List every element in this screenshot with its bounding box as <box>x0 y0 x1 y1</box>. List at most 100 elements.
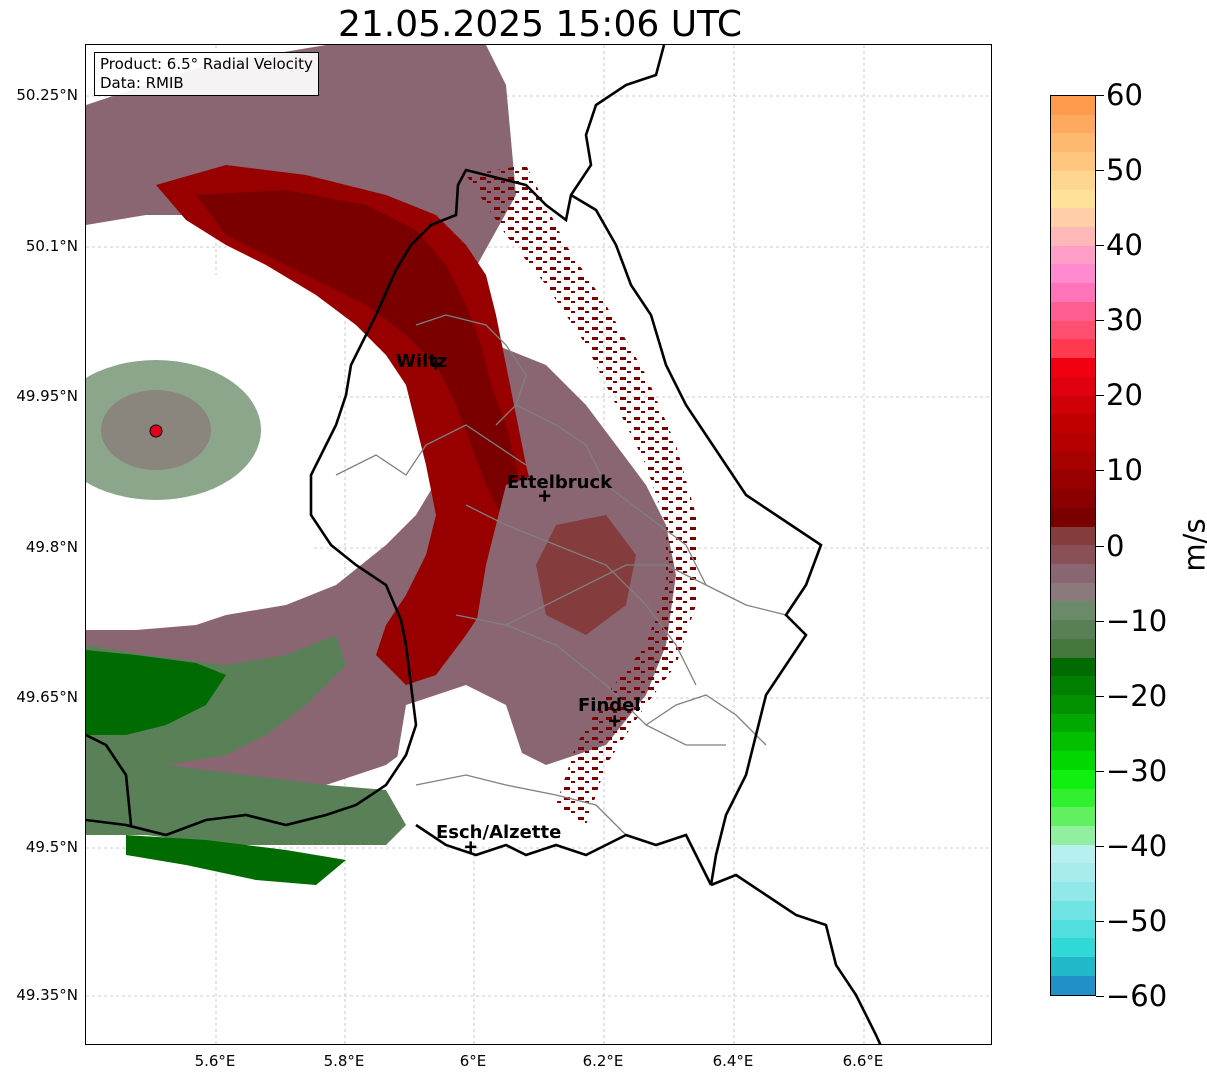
colorbar-tick <box>1096 320 1104 322</box>
colorbar-segment <box>1051 339 1095 359</box>
svg-text:+: + <box>538 486 551 505</box>
lon-label: 5.6°E <box>194 1052 236 1070</box>
colorbar-segment <box>1051 114 1095 134</box>
colorbar-segment <box>1051 545 1095 564</box>
city-markers: + Wiltz + Ettelbruck + Findel + Esch/Alz… <box>396 351 641 857</box>
colorbar-tick-label: 20 <box>1106 378 1143 413</box>
colorbar-tick <box>1096 395 1104 397</box>
colorbar-segment <box>1051 957 1095 976</box>
data-source-label: Data: RMIB <box>100 74 184 92</box>
colorbar-tick <box>1096 95 1104 96</box>
map-title: 21.05.2025 15:06 UTC <box>337 4 743 45</box>
colorbar-tick-label: −50 <box>1106 903 1168 938</box>
city-marker-wiltz: + Wiltz <box>396 351 447 374</box>
colorbar-segment <box>1051 227 1095 246</box>
colorbar-tick-label: 60 <box>1106 78 1143 112</box>
colorbar-segment <box>1051 470 1095 490</box>
colorbar-segment <box>1051 713 1095 733</box>
colorbar-unit-label: m/s <box>1177 518 1207 572</box>
velocity-field-shapes <box>86 45 696 885</box>
colorbar-tick-label: −40 <box>1106 828 1168 863</box>
lon-label: 6°E <box>459 1052 487 1070</box>
lat-label: 50.1°N <box>25 237 78 255</box>
colorbar-segment <box>1051 938 1095 958</box>
colorbar-segment <box>1051 882 1095 901</box>
radar-velocity-field: + Wiltz + Ettelbruck + Findel + Esch/Alz… <box>86 45 991 1044</box>
lat-label: 49.65°N <box>16 688 78 706</box>
colorbar-tick <box>1096 170 1104 172</box>
colorbar-segment <box>1051 526 1095 546</box>
colorbar-tick-label: −60 <box>1106 979 1168 1013</box>
colorbar-segment <box>1051 620 1095 639</box>
colorbar-segment <box>1051 563 1095 583</box>
colorbar-tick <box>1096 470 1104 472</box>
colorbar-segment <box>1051 432 1095 452</box>
colorbar-tick-label: −30 <box>1106 753 1168 788</box>
colorbar-segment <box>1051 695 1095 714</box>
city-marker-ettelbruck: + Ettelbruck <box>507 472 613 506</box>
city-label-wiltz: Wiltz <box>396 351 447 372</box>
colorbar-tick-label: 10 <box>1106 453 1143 488</box>
colorbar-segment <box>1051 676 1095 695</box>
colorbar-segment <box>1051 264 1095 284</box>
city-marker-esch: + Esch/Alzette <box>436 822 561 857</box>
admin-borders <box>335 314 807 836</box>
colorbar-segment <box>1051 507 1095 527</box>
colorbar-segment <box>1051 96 1095 115</box>
colorbar-segment <box>1051 170 1095 190</box>
colorbar-segment <box>1051 358 1095 377</box>
colorbar-segment <box>1051 601 1095 621</box>
colorbar-tick-label: 40 <box>1106 228 1143 263</box>
colorbar-segment <box>1051 900 1095 920</box>
city-label-ettelbruck: Ettelbruck <box>507 472 613 493</box>
lon-label: 6.6°E <box>842 1052 884 1070</box>
lat-label: 49.35°N <box>16 986 78 1004</box>
colorbar-segment <box>1051 451 1095 471</box>
colorbar-segment <box>1051 844 1095 864</box>
colorbar-tick <box>1096 545 1104 547</box>
colorbar-segment <box>1051 788 1095 808</box>
colorbar-segment <box>1051 751 1095 770</box>
lat-label: 49.95°N <box>16 387 78 405</box>
colorbar-tick <box>1096 695 1104 697</box>
product-label: Product: 6.5° Radial Velocity <box>100 55 313 73</box>
colorbar-tick <box>1096 620 1104 622</box>
colorbar-tick-label: 0 <box>1106 528 1125 563</box>
colorbar-segment <box>1051 863 1095 883</box>
colorbar-segment <box>1051 320 1095 340</box>
lat-label: 50.25°N <box>16 86 78 104</box>
colorbar-segment <box>1051 395 1095 415</box>
colorbar-segment <box>1051 489 1095 508</box>
colorbar-segment <box>1051 975 1095 995</box>
colorbar-segment <box>1051 807 1095 827</box>
colorbar <box>1050 95 1096 996</box>
colorbar-segment <box>1051 732 1095 752</box>
city-marker-findel: + Findel <box>578 695 641 731</box>
colorbar-tick <box>1096 920 1104 922</box>
lon-label: 6.4°E <box>712 1052 754 1070</box>
colorbar-tick <box>1096 996 1104 997</box>
colorbar-segment <box>1051 133 1095 153</box>
lon-label: 5.8°E <box>323 1052 365 1070</box>
svg-text:+: + <box>608 711 621 730</box>
product-info-box: Product: 6.5° Radial Velocity Data: RMIB <box>94 52 319 96</box>
lat-label: 49.5°N <box>25 838 78 856</box>
svg-text:+: + <box>464 837 477 856</box>
colorbar-tick-label: 30 <box>1106 303 1143 338</box>
colorbar-segment <box>1051 769 1095 789</box>
lat-label: 49.8°N <box>25 538 78 556</box>
colorbar-segment <box>1051 638 1095 658</box>
colorbar-segment <box>1051 208 1095 228</box>
lon-label: 6.2°E <box>582 1052 624 1070</box>
colorbar-segment <box>1051 189 1095 209</box>
colorbar-segment <box>1051 152 1095 171</box>
colorbar-tick <box>1096 845 1104 847</box>
colorbar-tick-label: −20 <box>1106 678 1168 713</box>
colorbar-tick <box>1096 245 1104 247</box>
svg-text:+: + <box>429 354 442 373</box>
city-label-esch-alzette: Esch/Alzette <box>436 822 561 843</box>
colorbar-segment <box>1051 414 1095 433</box>
radar-map[interactable]: + Wiltz + Ettelbruck + Findel + Esch/Alz… <box>85 44 992 1045</box>
colorbar-segment <box>1051 582 1095 602</box>
colorbar-segment <box>1051 245 1095 265</box>
